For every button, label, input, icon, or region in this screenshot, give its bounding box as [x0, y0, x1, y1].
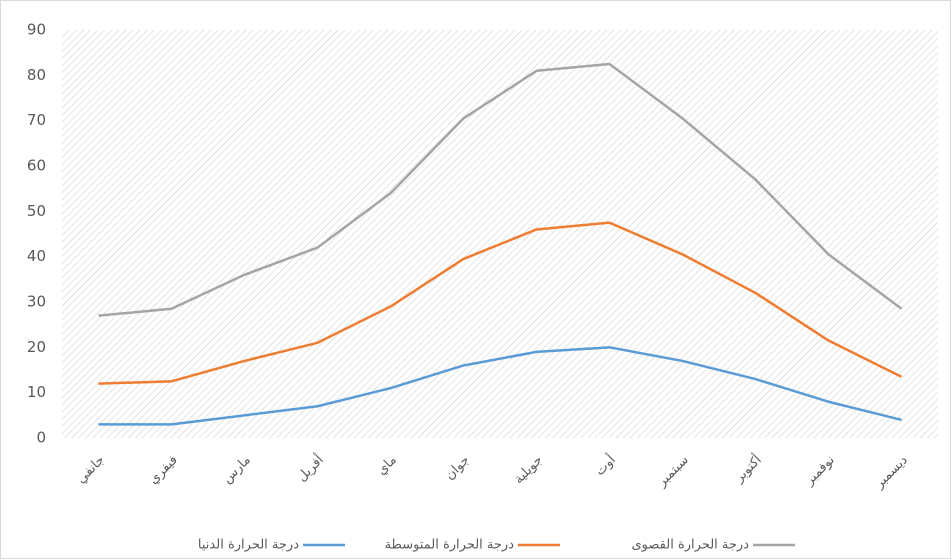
y-tick-label: 20	[27, 338, 46, 356]
y-tick-label: 50	[27, 202, 46, 220]
y-tick-label: 30	[27, 293, 46, 311]
y-tick-label: 40	[27, 247, 46, 265]
y-tick-label: 70	[27, 111, 46, 129]
legend-label: درجة الحرارة القصوى	[632, 538, 750, 553]
line-series	[98, 221, 903, 385]
y-tick-label: 10	[27, 383, 46, 401]
y-tick-label: 90	[27, 21, 46, 39]
line-series	[98, 346, 902, 426]
legend-label: درجة الحرارة الدنيا	[198, 538, 299, 553]
y-tick-label: 60	[27, 157, 46, 175]
line-series	[98, 62, 903, 317]
legend-label: درجة الحرارة المتوسطة	[385, 538, 515, 553]
y-tick-label: 80	[27, 66, 46, 84]
plot-area	[62, 30, 938, 438]
y-tick-label: 0	[36, 429, 46, 447]
